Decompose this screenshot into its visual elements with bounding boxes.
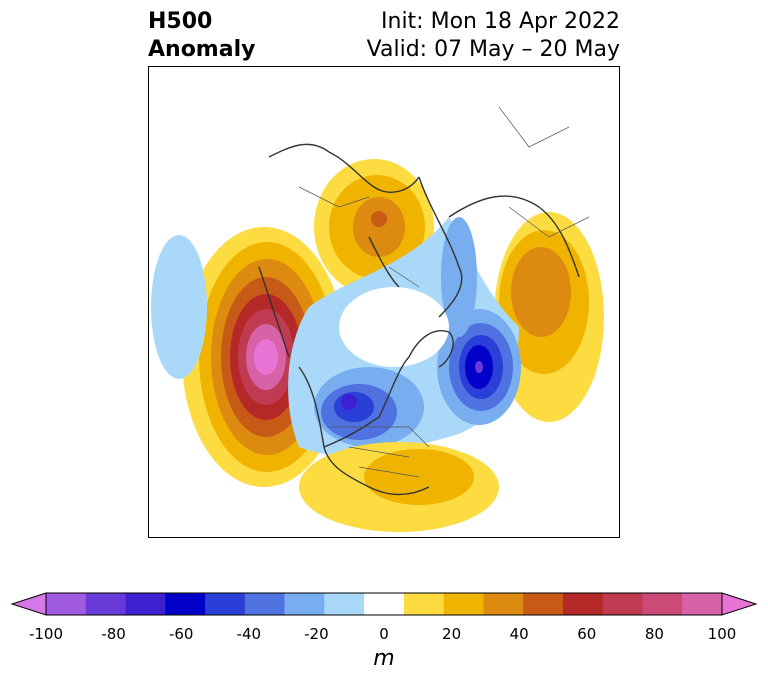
colorbar-tick-label: 60 [577, 625, 597, 643]
colorbar-tick-label: -80 [101, 625, 126, 643]
colorbar-segment [523, 593, 564, 615]
colorbar-segment [682, 593, 723, 615]
colorbar-tick-label: 100 [707, 625, 737, 643]
colorbar-segment [46, 593, 87, 615]
colorbar [0, 588, 768, 684]
siberia-ridge [494, 212, 604, 422]
colorbar-tick-label: 80 [644, 625, 664, 643]
title-line-1: H500 [148, 9, 213, 34]
colorbar-segment [364, 593, 405, 615]
init-date: Init: Mon 18 Apr 2022 [381, 9, 620, 34]
borders [298, 106, 590, 478]
colorbar-extend-high [721, 592, 758, 616]
colorbar-extend-low [10, 592, 47, 616]
colorbar-tick-label: -60 [168, 625, 194, 643]
neutral-pole [339, 287, 449, 367]
colorbar-tick-label: -20 [304, 625, 329, 643]
colorbar-segment [165, 593, 206, 615]
colorbar-segment [205, 593, 246, 615]
chart-title: H500 Anomaly [148, 8, 255, 64]
colorbar-segment [85, 593, 127, 615]
anomaly-map [151, 106, 604, 532]
title-line-2: Anomaly [148, 37, 256, 62]
colorbar-segment [443, 593, 484, 615]
colorbar-unit: m [373, 646, 395, 671]
coastlines [258, 143, 580, 496]
map-panel [148, 66, 620, 538]
colorbar-bar [10, 592, 758, 616]
colorbar-segment [324, 593, 365, 615]
colorbar-segment [125, 593, 166, 615]
colorbar-segment [562, 593, 604, 615]
colorbar-tick-label: 0 [379, 625, 389, 643]
colorbar-tick-label: -40 [236, 625, 262, 643]
valid-range: Valid: 07 May – 20 May [366, 37, 620, 62]
colorbar-segment [602, 593, 643, 615]
colorbar-segment [244, 593, 286, 615]
colorbar-outline [45, 592, 723, 616]
colorbar-segment [403, 593, 445, 615]
colorbar-tick-label: 40 [509, 625, 529, 643]
west-trough [151, 235, 207, 379]
colorbar-segment [642, 593, 683, 615]
colorbar-tick-label: -100 [28, 625, 64, 643]
colorbar-segment [483, 593, 524, 615]
colorbar-tick-label: 20 [442, 625, 462, 643]
colorbar-segment [284, 593, 325, 615]
date-info: Init: Mon 18 Apr 2022 Valid: 07 May – 20… [367, 8, 620, 64]
